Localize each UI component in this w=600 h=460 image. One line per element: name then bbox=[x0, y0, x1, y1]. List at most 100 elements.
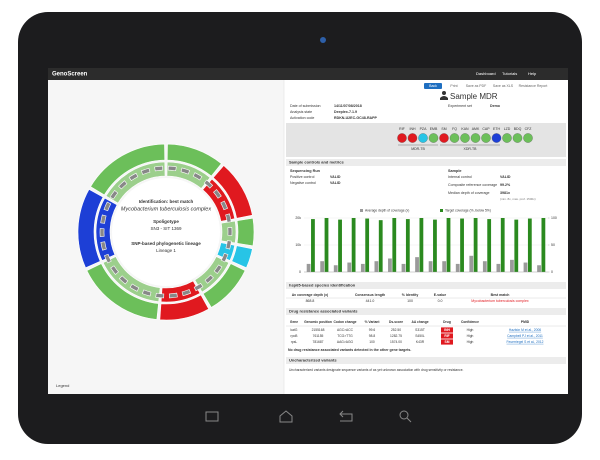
bar bbox=[311, 219, 315, 272]
region-mark bbox=[141, 289, 152, 297]
bar bbox=[523, 262, 528, 272]
bar bbox=[527, 218, 532, 272]
region-mark bbox=[155, 292, 165, 299]
bar bbox=[378, 220, 383, 272]
control-value: VALID bbox=[330, 175, 341, 179]
region-mark bbox=[103, 201, 112, 212]
bar bbox=[388, 258, 392, 272]
table-cell: 100 bbox=[369, 340, 375, 344]
drug-status bbox=[512, 133, 523, 143]
table-cell: rpsL bbox=[291, 340, 298, 344]
control-label: Internal control bbox=[448, 175, 472, 179]
bar bbox=[428, 261, 433, 272]
region-mark bbox=[227, 227, 233, 236]
pmid-link[interactable]: Feuerriegel S et al., 2012 bbox=[506, 340, 543, 344]
bar bbox=[351, 218, 356, 272]
nav-item[interactable]: Help bbox=[528, 71, 537, 76]
table-cell: INH bbox=[444, 328, 450, 332]
bar bbox=[405, 219, 410, 272]
drug-status bbox=[481, 133, 491, 143]
table-cell: High bbox=[467, 340, 474, 344]
table-header: Best match bbox=[491, 293, 510, 297]
menu-icon[interactable] bbox=[205, 411, 219, 422]
table-header: Drug bbox=[443, 320, 451, 324]
gene-segment bbox=[159, 294, 210, 321]
table-cell: 100 bbox=[407, 299, 413, 303]
back-label[interactable]: Back bbox=[429, 84, 437, 88]
back-icon[interactable] bbox=[339, 410, 353, 422]
bar bbox=[460, 218, 464, 272]
bar bbox=[433, 219, 437, 272]
id-title: Identification: best match bbox=[139, 199, 194, 204]
table-header: Confidence bbox=[461, 320, 479, 324]
table-header: Codon change bbox=[334, 320, 357, 324]
bar bbox=[537, 265, 541, 272]
toolbar-item[interactable]: Save as XLS bbox=[493, 84, 514, 88]
bar bbox=[401, 263, 406, 272]
bar bbox=[482, 261, 487, 272]
legend-swatch bbox=[440, 209, 443, 212]
description: Uncharacterized variants designate seque… bbox=[289, 368, 464, 372]
pmid-link[interactable]: Campbell PJ et al., 2011 bbox=[507, 334, 543, 338]
region-mark bbox=[118, 275, 129, 285]
region-mark bbox=[225, 213, 232, 223]
toolbar-item[interactable]: Print bbox=[450, 84, 457, 88]
control-value: 99.2% bbox=[500, 183, 511, 187]
legend-link[interactable]: Legend bbox=[56, 383, 69, 388]
nav-item[interactable]: Tutorials bbox=[502, 71, 517, 76]
bar bbox=[324, 218, 329, 272]
control-label: Composite reference coverage bbox=[448, 183, 497, 187]
group-label: XDR-TB bbox=[463, 147, 477, 151]
table-header: Consensus length bbox=[355, 293, 385, 297]
table-cell: High bbox=[467, 328, 474, 332]
table-header: % Variant bbox=[365, 320, 381, 324]
drug-status bbox=[523, 133, 533, 143]
table-cell: 99.6 bbox=[369, 328, 376, 332]
species: Mycobacterium tuberculosis complex bbox=[121, 206, 211, 212]
search-icon[interactable] bbox=[399, 410, 409, 420]
table-header: Genomic position bbox=[304, 320, 332, 324]
drug-name: CFZ bbox=[525, 127, 533, 131]
toolbar-item[interactable]: Resistance Report bbox=[519, 84, 548, 88]
lineage-title: SNP-based phylogenetic lineage bbox=[131, 241, 201, 246]
nav-item[interactable]: Dashboard bbox=[476, 71, 496, 76]
table-header: % Identity bbox=[402, 293, 419, 297]
section-title: Sample controls and metrics bbox=[289, 160, 344, 165]
home-icon[interactable] bbox=[279, 410, 293, 423]
bar bbox=[333, 265, 338, 272]
bar bbox=[415, 257, 419, 272]
region-mark bbox=[100, 241, 107, 251]
gene-segment bbox=[166, 143, 222, 177]
legend-label: Target coverage (%, below 5%) bbox=[445, 208, 491, 212]
region-mark bbox=[100, 214, 107, 224]
drug-cell bbox=[441, 339, 453, 345]
region-mark bbox=[192, 172, 203, 181]
camera bbox=[320, 37, 326, 43]
section-title: Drug resistance associated variants bbox=[289, 309, 358, 314]
control-label: Median depth of coverage bbox=[448, 191, 490, 195]
region-mark bbox=[180, 167, 191, 175]
info-label: Analysis state bbox=[290, 110, 312, 114]
logo[interactable]: GenoScreen bbox=[52, 72, 88, 78]
footnote: No drug resistance associated variants d… bbox=[288, 348, 411, 352]
bar bbox=[306, 263, 311, 272]
back-button[interactable] bbox=[424, 83, 442, 89]
bar bbox=[320, 261, 325, 272]
toolbar-item[interactable]: Save as PDF bbox=[466, 84, 487, 88]
drug-status bbox=[418, 133, 428, 143]
table-cell: 868.8 bbox=[306, 299, 315, 303]
region-mark bbox=[154, 165, 164, 172]
gene-segment bbox=[90, 143, 166, 196]
region-mark bbox=[181, 289, 192, 297]
gene-segment bbox=[212, 165, 253, 219]
lineage: Lineage 1 bbox=[156, 248, 176, 253]
control-value: VALID bbox=[500, 175, 511, 179]
info-value: Deeplex-7.1.9 bbox=[334, 110, 357, 114]
drug-name: CAP bbox=[482, 127, 490, 131]
section-title: hsp65-based species identification bbox=[289, 283, 356, 288]
gene-segment bbox=[86, 263, 159, 320]
drug-status bbox=[397, 133, 407, 143]
gene-inner-segment bbox=[194, 256, 230, 293]
pmid-link[interactable]: Hazbón M et al., 2006 bbox=[509, 328, 541, 332]
